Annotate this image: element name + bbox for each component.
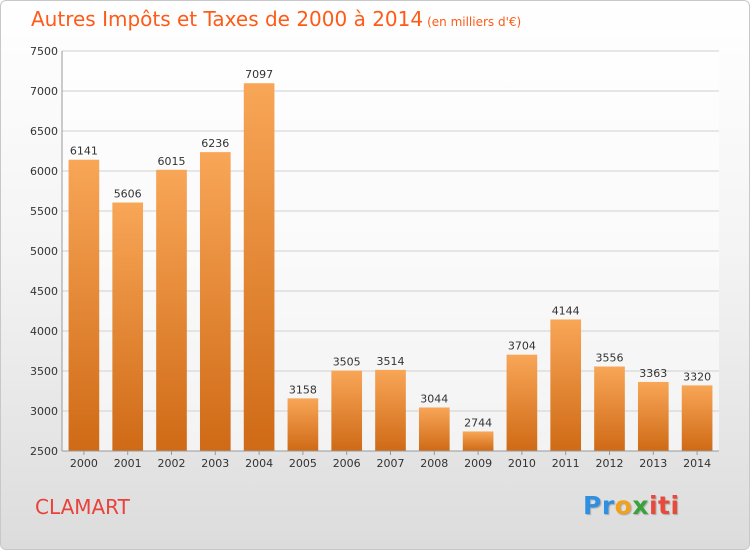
bar (156, 169, 187, 452)
x-tick-label: 2001 (114, 457, 142, 470)
data-label: 3044 (420, 392, 448, 405)
x-tick-label: 2009 (464, 457, 492, 470)
bar (681, 385, 713, 451)
title-text: Autres Impôts et Taxes de 2000 à 2014 (31, 7, 424, 31)
y-tick-label: 4000 (30, 325, 58, 338)
bar (462, 431, 494, 451)
x-tick-label: 2002 (158, 457, 186, 470)
bar (112, 202, 144, 451)
bar (418, 407, 450, 451)
bar (637, 381, 669, 451)
data-label: 3505 (333, 356, 361, 369)
data-label: 3556 (596, 352, 624, 365)
data-label: 6015 (158, 155, 186, 168)
bar (594, 366, 625, 451)
bar (68, 159, 100, 451)
x-tick-label: 2005 (289, 457, 317, 470)
x-tick-label: 2000 (70, 457, 98, 470)
data-label: 3158 (289, 383, 317, 396)
data-label: 3514 (377, 355, 405, 368)
chart-title: Autres Impôts et Taxes de 2000 à 2014 (en… (31, 7, 521, 31)
bar (550, 319, 582, 451)
x-tick-label: 2014 (683, 457, 711, 470)
proxiti-logo[interactable]: Proxiti (583, 491, 680, 520)
bars: 6141 5606 6015 6236 7097 3158 3505 3514 3044 2744… (68, 68, 713, 452)
y-tick-label: 7500 (30, 45, 58, 58)
data-label: 7097 (245, 68, 273, 81)
x-tick-label: 2007 (377, 457, 405, 470)
title-unit: (en milliers d'€) (427, 15, 522, 29)
x-tick-label: 2003 (201, 457, 229, 470)
data-label: 6141 (70, 145, 98, 158)
x-tick-label: 2006 (333, 457, 361, 470)
bar (243, 83, 275, 452)
x-tick-label: 2010 (508, 457, 536, 470)
y-tick-label: 3500 (30, 365, 58, 378)
x-tick-label: 2013 (639, 457, 667, 470)
y-tick-label: 6500 (30, 125, 58, 138)
x-tick-label: 2011 (552, 457, 580, 470)
data-label: 2744 (464, 416, 492, 429)
data-label: 3363 (639, 367, 667, 380)
y-tick-label: 5500 (30, 205, 58, 218)
y-tick-label: 6000 (30, 165, 58, 178)
x-tick-label: 2008 (420, 457, 448, 470)
y-tick-label: 7000 (30, 85, 58, 98)
data-label: 3320 (683, 370, 711, 383)
data-label: 4144 (552, 304, 580, 317)
y-tick-label: 4500 (30, 285, 58, 298)
data-label: 5606 (114, 188, 142, 201)
data-label: 3704 (508, 340, 536, 353)
bar (287, 398, 319, 451)
bar (331, 370, 363, 451)
bar (199, 152, 231, 451)
y-tick-label: 2500 (30, 445, 58, 458)
data-label: 6236 (201, 137, 229, 150)
city-name: CLAMART (35, 495, 130, 519)
y-tick-label: 5000 (30, 245, 58, 258)
bar (375, 369, 406, 451)
x-tick-label: 2004 (245, 457, 273, 470)
axes: 2500 3000 3500 4000 4500 5000 5500 6000 6500 7000… (30, 45, 719, 470)
bar (506, 354, 538, 451)
y-tick-label: 3000 (30, 405, 58, 418)
x-tick-label: 2012 (596, 457, 624, 470)
